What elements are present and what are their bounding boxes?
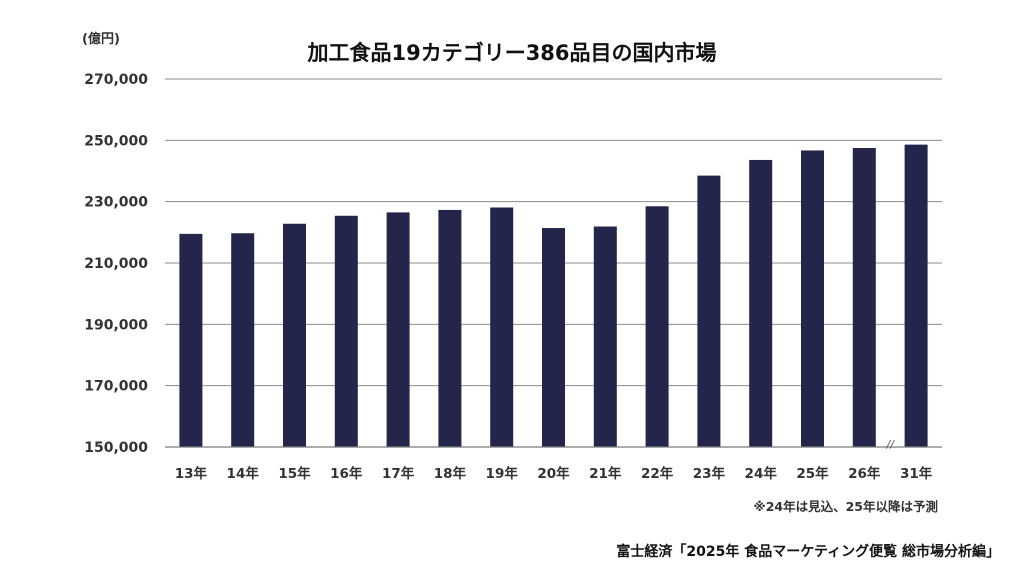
x-tick-label: 25年 bbox=[796, 465, 829, 482]
bar-13年 bbox=[179, 233, 203, 447]
x-tick-label: 26年 bbox=[848, 465, 881, 482]
y-tick-label: 210,000 bbox=[84, 256, 148, 272]
bar-21年 bbox=[593, 226, 617, 447]
x-tick-label: 31年 bbox=[900, 465, 933, 482]
x-tick-label: 19年 bbox=[486, 465, 519, 482]
x-tick-label: 23年 bbox=[693, 465, 726, 482]
bar-23年 bbox=[697, 175, 721, 447]
x-tick-label: 15年 bbox=[278, 465, 311, 482]
bar-24年 bbox=[749, 159, 773, 447]
x-axis-labels: 13年 14年 15年 16年 17年 18年 19年 20年 21年 22年 23年 24年 25年 2… bbox=[175, 465, 933, 482]
bar-18年 bbox=[438, 209, 462, 447]
bar-16年 bbox=[334, 215, 358, 447]
x-tick-label: 22年 bbox=[641, 465, 674, 482]
y-unit-label: (億円) bbox=[82, 31, 120, 47]
y-tick-label: 170,000 bbox=[84, 379, 148, 395]
y-tick-label: 150,000 bbox=[84, 440, 148, 456]
bars bbox=[179, 144, 928, 448]
bar-22年 bbox=[645, 206, 669, 447]
x-tick-label: 24年 bbox=[745, 465, 778, 482]
x-tick-label: 17年 bbox=[382, 465, 415, 482]
x-tick-label: 16年 bbox=[330, 465, 363, 482]
x-tick-label: 13年 bbox=[175, 465, 208, 482]
y-tick-label: 190,000 bbox=[84, 317, 148, 333]
bar-25年 bbox=[801, 150, 824, 447]
forecast-note: ※24年は見込、25年以降は予測 bbox=[754, 499, 938, 514]
x-tick-label: 14年 bbox=[227, 465, 260, 482]
x-tick-label: 20年 bbox=[537, 465, 570, 482]
chart-title: 加工食品19カテゴリー386品目の国内市場 bbox=[306, 41, 716, 65]
axis-break-mark: // bbox=[885, 438, 895, 451]
x-tick-label: 21年 bbox=[589, 465, 622, 482]
bar-31年 bbox=[904, 144, 928, 448]
bar-17年 bbox=[386, 212, 410, 447]
bar-15年 bbox=[283, 223, 306, 447]
y-tick-label: 270,000 bbox=[84, 72, 148, 88]
y-tick-label: 230,000 bbox=[84, 195, 148, 211]
source-credit: 富士経済「2025年 食品マーケティング便覧 総市場分析編」 bbox=[616, 543, 1000, 560]
bar-26年 bbox=[852, 148, 876, 447]
x-tick-label: 18年 bbox=[434, 465, 467, 482]
bar-20年 bbox=[542, 228, 565, 447]
bar-14年 bbox=[231, 233, 255, 447]
y-tick-label: 250,000 bbox=[84, 133, 148, 149]
bar-19年 bbox=[490, 207, 514, 447]
y-axis-ticks: 150,000 170,000 190,000 210,000 230,000 250,0… bbox=[84, 72, 148, 456]
